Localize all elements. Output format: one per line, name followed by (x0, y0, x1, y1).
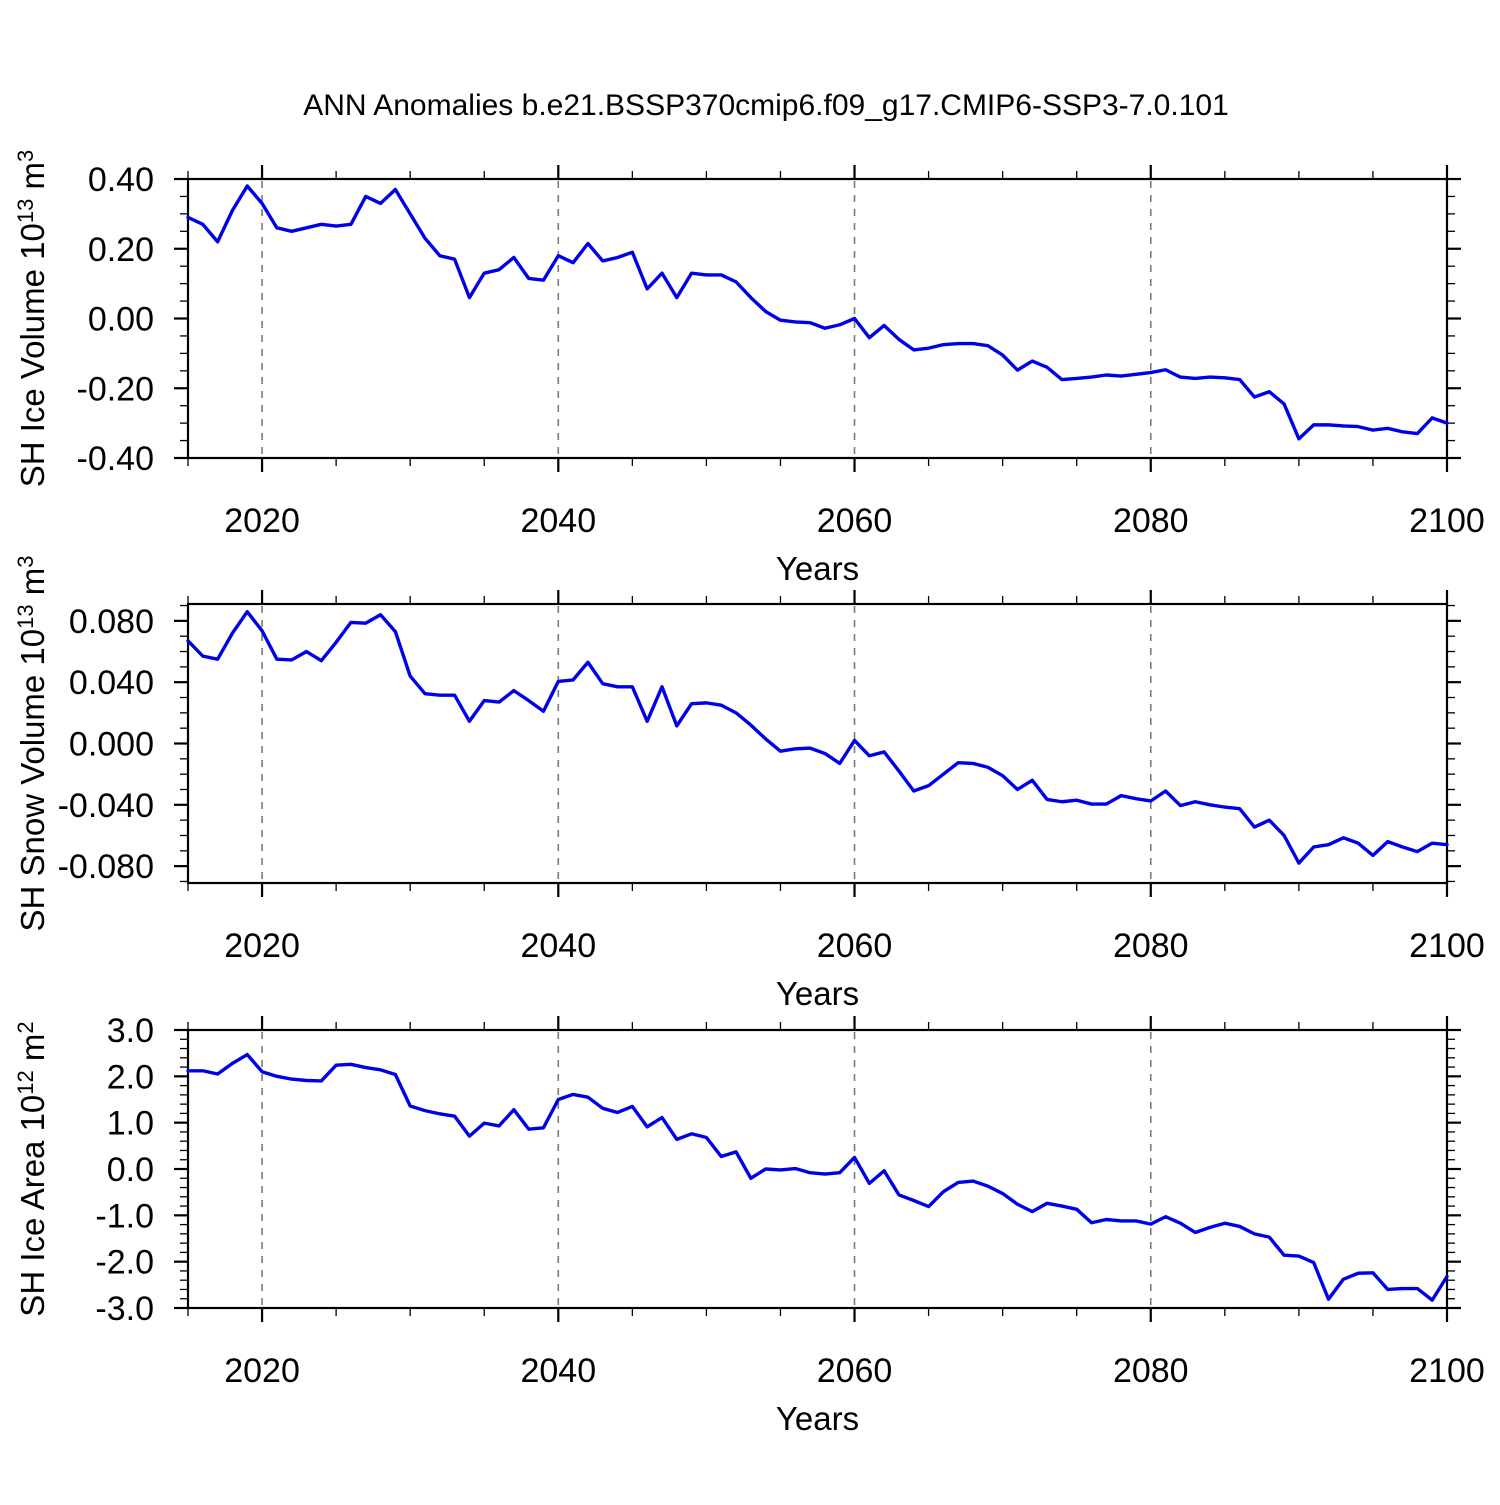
y-tick-label: 0.40 (88, 161, 154, 199)
y-axis-title: SH Snow Volume 1013 m3 (13, 555, 51, 931)
y-tick-label: -0.040 (58, 787, 154, 825)
x-tick-label: 2040 (520, 927, 596, 965)
x-tick-label: 2060 (817, 927, 893, 965)
x-tick-label: 2080 (1113, 927, 1189, 965)
figure-title: ANN Anomalies b.e21.BSSP370cmip6.f09_g17… (303, 89, 1229, 122)
y-axis-title: SH Ice Area 1012 m2 (13, 1021, 51, 1316)
y-tick-label: 0.20 (88, 231, 154, 269)
y-tick-label: 0.080 (69, 603, 154, 641)
x-tick-label: 2020 (224, 502, 300, 540)
plot-frame (186, 1028, 1449, 1310)
x-tick-label: 2040 (520, 1352, 596, 1390)
x-axis-title: Years (776, 975, 859, 1012)
x-tick-label: 2060 (817, 502, 893, 540)
x-tick-label: 2040 (520, 502, 596, 540)
x-tick-label: 2020 (224, 927, 300, 965)
y-tick-label: 0.000 (69, 726, 154, 764)
x-tick-label: 2100 (1409, 1352, 1485, 1390)
sh-snow-volume-panel: 2020 2040 2060 2080 2100 0.080 0.040 0.000 -0.04… (13, 555, 1485, 1012)
y-tick-label: 0.040 (69, 664, 154, 702)
sh-ice-area-panel: 2020 2040 2060 2080 2100 3.0 2.0 1.0 0.0 -1.0 -2.0… (13, 1012, 1485, 1437)
y-tick-label: -1.0 (95, 1197, 154, 1235)
x-tick-label: 2080 (1113, 1352, 1189, 1390)
x-axis-title: Years (776, 550, 859, 587)
y-axis-title: SH Ice Volume 1013 m3 (13, 150, 51, 488)
x-tick-label: 2100 (1409, 927, 1485, 965)
x-tick-label: 2020 (224, 1352, 300, 1390)
y-tick-label: 0.00 (88, 301, 154, 339)
x-tick-label: 2060 (817, 1352, 893, 1390)
y-tick-label: -3.0 (95, 1290, 154, 1328)
y-tick-label: -0.20 (77, 370, 155, 408)
x-tick-label: 2100 (1409, 502, 1485, 540)
y-tick-label: -2.0 (95, 1244, 154, 1282)
y-tick-label: 3.0 (107, 1012, 154, 1050)
sh-snow-volume-line (186, 609, 1449, 865)
x-axis-title: Years (776, 1400, 859, 1437)
y-tick-label: -0.40 (77, 440, 155, 478)
plot-frame (186, 177, 1449, 460)
sh-ice-volume-line (186, 184, 1449, 441)
y-tick-label: 2.0 (107, 1058, 154, 1096)
sh-ice-area-line (186, 1052, 1449, 1302)
plot-frame (186, 602, 1449, 885)
y-tick-label: 1.0 (107, 1105, 154, 1143)
y-tick-label: -0.080 (58, 848, 154, 886)
sh-ice-volume-panel: 2020 2040 2060 2080 2100 0.40 0.20 0.00 -0.20 -0.… (13, 150, 1485, 587)
x-tick-label: 2080 (1113, 502, 1189, 540)
y-tick-label: 0.0 (107, 1151, 154, 1189)
